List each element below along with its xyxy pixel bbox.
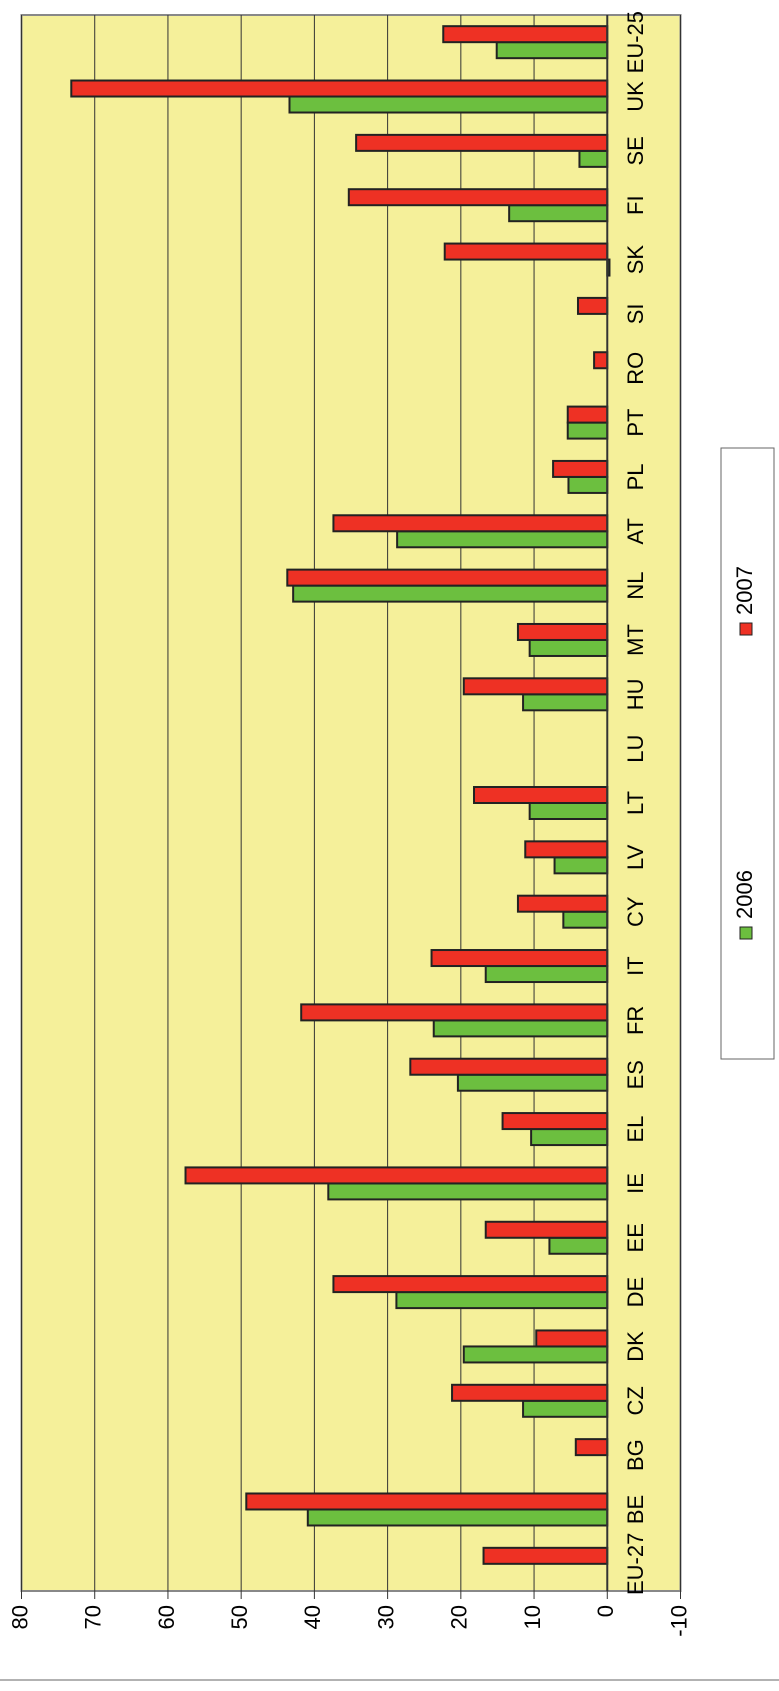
bar xyxy=(430,949,609,968)
bar xyxy=(245,1492,609,1511)
y-tick-label: -10 xyxy=(666,1605,691,1637)
x-tick-label: PL xyxy=(623,463,648,490)
legend-label: 2006 xyxy=(732,870,757,919)
bar xyxy=(396,530,609,549)
legend-swatch xyxy=(739,622,753,636)
bar xyxy=(495,41,609,60)
x-tick-label: SK xyxy=(623,245,648,275)
x-tick-label: FR xyxy=(623,1006,648,1035)
x-tick-label: EU-27 xyxy=(623,1533,648,1595)
x-tick-label: BE xyxy=(623,1495,648,1524)
y-tick-label: 50 xyxy=(227,1605,252,1629)
x-tick-label: BG xyxy=(623,1439,648,1471)
bar xyxy=(462,677,609,696)
bar xyxy=(562,910,609,929)
bar xyxy=(528,638,609,657)
bar xyxy=(292,584,609,603)
bar xyxy=(409,1057,609,1076)
bar xyxy=(508,204,609,223)
x-tick-label: EE xyxy=(623,1223,648,1252)
bar xyxy=(535,1329,609,1348)
bar xyxy=(552,459,609,478)
bar xyxy=(184,1166,609,1185)
bar xyxy=(473,786,609,804)
legend xyxy=(720,447,775,1060)
bar xyxy=(432,1019,609,1038)
y-tick-label: 10 xyxy=(520,1605,545,1629)
x-tick-label: CY xyxy=(623,896,648,927)
legend-swatch xyxy=(739,926,753,940)
x-tick-label: FI xyxy=(623,195,648,215)
bar xyxy=(566,421,609,440)
x-tick-label: NL xyxy=(623,572,648,600)
bar xyxy=(395,1291,609,1310)
x-tick-label: CZ xyxy=(623,1386,648,1415)
bar xyxy=(286,568,609,587)
y-tick-label: 60 xyxy=(154,1605,179,1629)
bar xyxy=(462,1345,609,1364)
bar xyxy=(522,693,609,712)
y-tick-label: 0 xyxy=(593,1605,618,1617)
x-tick-label: MT xyxy=(623,624,648,656)
x-tick-label: LT xyxy=(623,791,648,815)
y-tick-label: 80 xyxy=(7,1605,32,1629)
legend-label: 2007 xyxy=(732,566,757,615)
bar xyxy=(566,405,609,424)
x-tick-label: LV xyxy=(623,844,648,870)
bar xyxy=(482,1546,609,1565)
x-tick-label: DE xyxy=(623,1277,648,1308)
x-tick-label: IE xyxy=(623,1173,648,1194)
bar xyxy=(516,894,609,913)
y-tick-label: 30 xyxy=(373,1605,398,1629)
bar xyxy=(355,133,609,152)
y-tick-label: 40 xyxy=(300,1605,325,1629)
bar xyxy=(347,188,609,207)
x-tick-label: IT xyxy=(623,956,648,976)
bar xyxy=(516,622,609,641)
bar xyxy=(300,1003,609,1022)
bar xyxy=(443,242,609,261)
bar xyxy=(332,1275,609,1294)
x-tick-label: AT xyxy=(623,518,648,544)
bar xyxy=(484,1220,609,1239)
bar xyxy=(442,25,609,44)
x-tick-label: RO xyxy=(623,352,648,385)
x-tick-label: DK xyxy=(623,1331,648,1362)
bar xyxy=(553,856,609,875)
bar xyxy=(528,802,609,820)
bar xyxy=(567,475,609,494)
x-tick-label: SE xyxy=(623,136,648,165)
bar xyxy=(332,514,609,533)
bar xyxy=(70,79,609,98)
x-tick-label: EL xyxy=(623,1116,648,1143)
x-tick-label: EU-25 xyxy=(623,11,648,73)
bar xyxy=(327,1182,609,1201)
bar xyxy=(501,1112,609,1131)
bar xyxy=(574,1438,609,1457)
bar xyxy=(456,1073,609,1092)
x-tick-label: HU xyxy=(623,678,648,710)
x-tick-label: LU xyxy=(623,735,648,763)
bar xyxy=(306,1508,609,1527)
bar xyxy=(522,1399,609,1418)
bar xyxy=(593,351,609,370)
bar xyxy=(451,1383,609,1402)
x-tick-label: UK xyxy=(623,81,648,112)
x-tick-label: PT xyxy=(623,409,648,437)
y-tick-label: 20 xyxy=(447,1605,472,1629)
y-tick-label: 70 xyxy=(81,1605,106,1629)
bar xyxy=(524,840,609,859)
bar xyxy=(530,1128,609,1147)
bar xyxy=(484,965,609,984)
bar xyxy=(288,95,609,114)
x-tick-label: ES xyxy=(623,1060,648,1089)
bar xyxy=(578,149,609,168)
x-tick-label: SI xyxy=(623,303,648,324)
bar xyxy=(548,1236,609,1255)
bar xyxy=(576,296,609,315)
